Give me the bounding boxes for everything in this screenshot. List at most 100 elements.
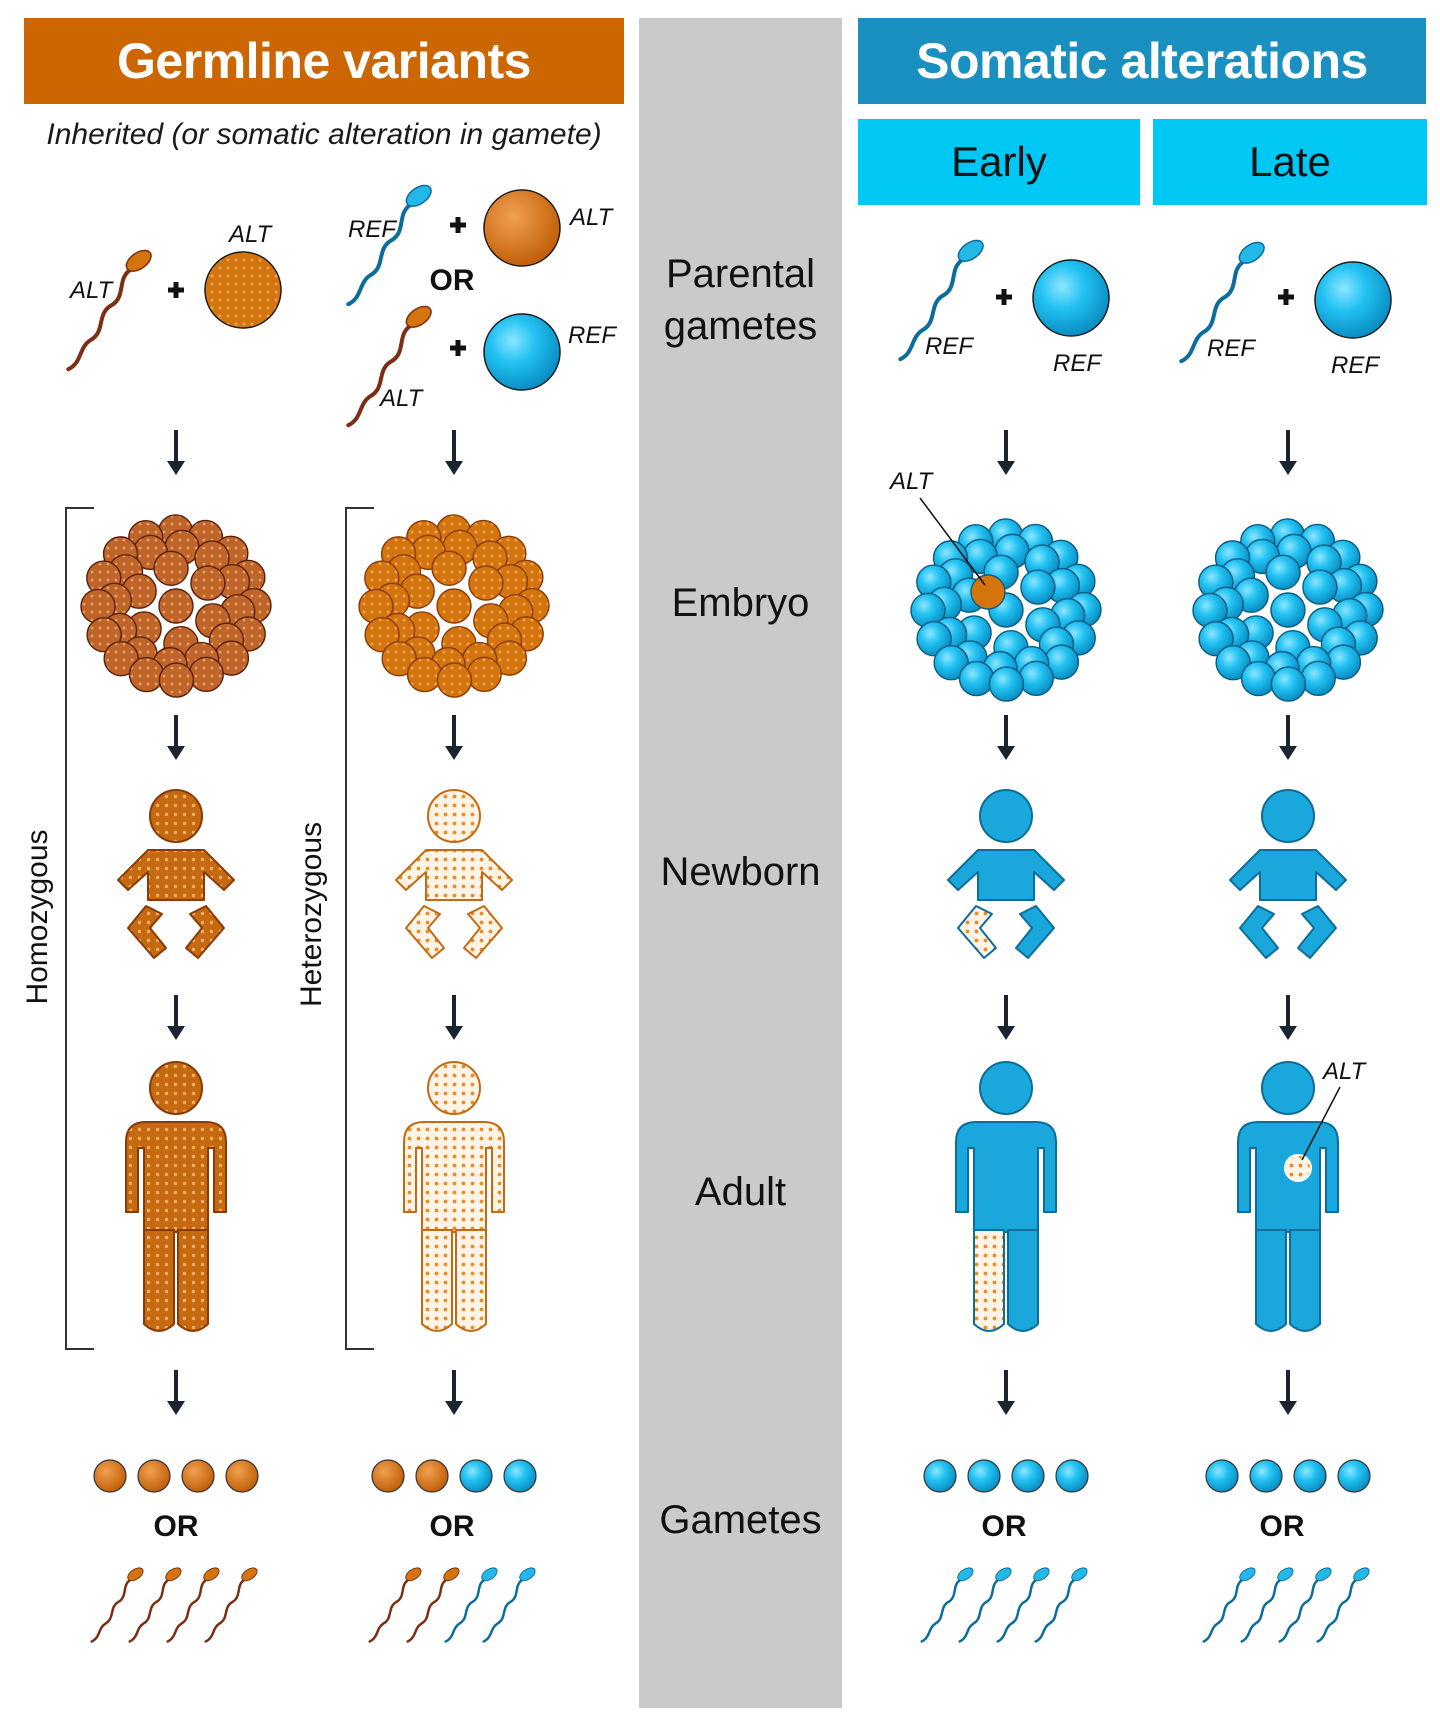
gamete-egg-icon (1055, 1459, 1089, 1493)
brackets-group (65, 507, 374, 1350)
down-arrow-icon (997, 995, 1015, 1040)
inherited-caption: Inherited (or somatic alteration in game… (46, 118, 602, 151)
embryo-cell (988, 666, 1025, 702)
embryo-cell (436, 588, 472, 624)
embryo-cell (406, 656, 443, 693)
arrows-group (167, 430, 1297, 1415)
embryo-cell (1302, 569, 1338, 605)
ref-label-egg-early: REF (1053, 350, 1101, 377)
sperm-icon (406, 1567, 460, 1643)
alt-label-egg-het: ALT (570, 204, 613, 231)
or-label-homozygous: OR (153, 1510, 199, 1543)
adult-leg-right (1007, 1229, 1039, 1332)
ref-label-sperm-het: REF (348, 216, 396, 243)
sperm-icon (898, 239, 984, 362)
newborn-early (947, 789, 1065, 959)
baby-leg-right (185, 905, 225, 959)
adult-head (1261, 1061, 1315, 1115)
baby-body (395, 849, 513, 901)
embryo-cell (468, 565, 504, 601)
adult-leg-left (973, 1229, 1005, 1332)
sperm-icon (346, 184, 432, 307)
embryo-alt-cell (970, 574, 1006, 610)
gamete-egg-icon (1205, 1459, 1239, 1493)
alt-label-sperm-het: ALT (380, 385, 423, 412)
gamete-egg-icon (1337, 1459, 1371, 1493)
embryo-cell (436, 662, 473, 698)
newborn-heterozygous (395, 789, 513, 959)
baby-leg-right (463, 905, 503, 959)
baby-leg-left (405, 905, 445, 959)
down-arrow-icon (445, 1370, 463, 1415)
sperm-icon (482, 1567, 536, 1643)
embryo-late (1192, 518, 1384, 702)
gamete-egg-icon (93, 1459, 127, 1493)
embryo-early (910, 518, 1102, 702)
sperm-icon (166, 1567, 220, 1643)
down-arrow-icon (1279, 1370, 1297, 1415)
or-label-heterozygous: OR (429, 1510, 475, 1543)
adult-late (1237, 1061, 1339, 1332)
embryo-cell (1270, 592, 1306, 628)
embryo-cell (103, 640, 139, 677)
embryo-cell (958, 660, 995, 697)
sperm-icon (996, 1567, 1050, 1643)
embryo-cell (158, 662, 195, 698)
down-arrow-icon (1279, 995, 1297, 1040)
down-arrow-icon (167, 430, 185, 475)
stage-column (639, 18, 842, 1708)
late-header: Late (1153, 119, 1427, 205)
early-header: Early (858, 119, 1140, 205)
germline-header: Germline variants (24, 18, 624, 104)
down-arrow-icon (445, 715, 463, 760)
plus-icon (1278, 289, 1294, 305)
adult-heterozygous (403, 1061, 505, 1332)
newborn-homozygous (117, 789, 235, 959)
or-label-early: OR (981, 1510, 1027, 1543)
sperm-icon (444, 1567, 498, 1643)
gamete-egg-icon (225, 1459, 259, 1493)
alt-label-egg-homo: ALT (229, 221, 272, 248)
alt-pointer-line (1301, 1086, 1341, 1161)
heterozygous-bracket (345, 507, 374, 1350)
alt-label-sperm-homo: ALT (70, 277, 113, 304)
down-arrow-icon (997, 430, 1015, 475)
stage-label-parental: Parental gametes (639, 248, 842, 352)
gamete-egg-icon (415, 1459, 449, 1493)
gamete-egg-icon (459, 1459, 493, 1493)
stage-label-parental-line2: gametes (663, 304, 818, 348)
embryo-cell (190, 565, 226, 601)
baby-body (1229, 849, 1347, 901)
baby-leg-left (127, 905, 167, 959)
adult-leg-right (177, 1229, 209, 1332)
alt-pointer-line (919, 497, 986, 586)
baby-head (979, 789, 1033, 843)
down-arrow-icon (167, 995, 185, 1040)
parental-gametes-group (66, 184, 1392, 428)
down-arrow-icon (167, 1370, 185, 1415)
sperm-icon (958, 1567, 1012, 1643)
baby-head (149, 789, 203, 843)
adult-head (979, 1061, 1033, 1115)
stage-label-gametes: Gametes (659, 1498, 822, 1542)
stage-label-parental-line1: Parental (666, 252, 815, 296)
baby-leg-right (1297, 905, 1337, 959)
egg-ref-icon (1314, 261, 1392, 339)
sperm-icon (128, 1567, 182, 1643)
adult-leg-left (421, 1229, 453, 1332)
down-arrow-icon (445, 430, 463, 475)
adult-torso (403, 1121, 505, 1233)
gamete-egg-icon (1011, 1459, 1045, 1493)
down-arrow-icon (997, 715, 1015, 760)
down-arrow-icon (997, 1370, 1015, 1415)
stage-label-adult: Adult (694, 1170, 787, 1214)
baby-head (1261, 789, 1315, 843)
down-arrow-icon (1279, 715, 1297, 760)
plus-icon (168, 282, 184, 298)
embryo-cell (188, 656, 224, 693)
adult-torso (955, 1121, 1057, 1233)
alt-label-adult-late: ALT (1323, 1058, 1366, 1085)
sperm-icon (346, 305, 432, 428)
adult-leg-left (1255, 1229, 1287, 1332)
